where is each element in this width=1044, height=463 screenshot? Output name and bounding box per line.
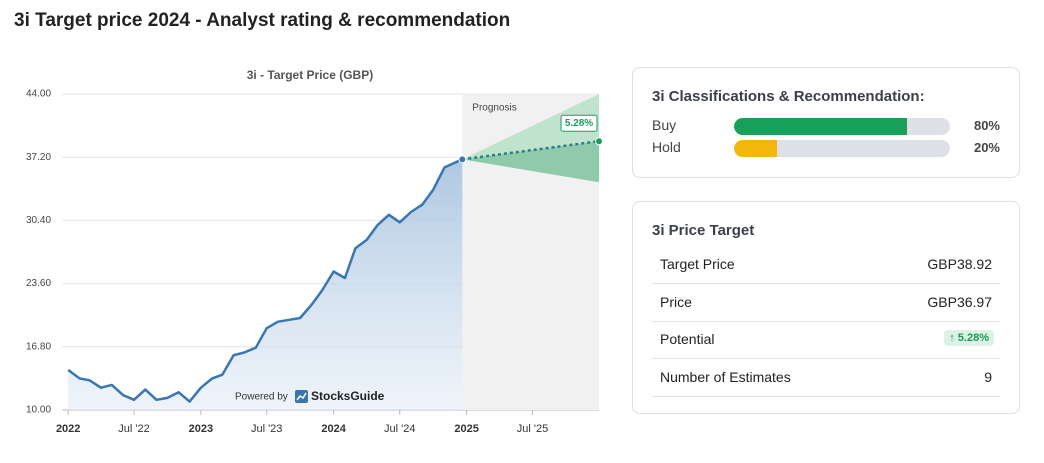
x-tick-label: 2024 <box>321 423 346 435</box>
row-label: Potential <box>660 331 715 347</box>
rating-percent: 20% <box>973 140 1000 155</box>
table-row: Price GBP36.97 <box>652 284 1000 322</box>
rating-bar <box>734 140 778 157</box>
y-tick-label: 16.80 <box>26 341 51 352</box>
x-tick-label: Jul '23 <box>251 423 282 435</box>
rating-label: Hold <box>652 139 681 155</box>
price-target-panel: 3i Price Target Target Price GBP38.92 Pric… <box>632 201 1020 414</box>
rating-track <box>734 118 950 135</box>
x-tick-label: Jul '24 <box>384 423 415 435</box>
x-tick-label: Jul '22 <box>118 423 149 435</box>
x-tick-label: Jul '25 <box>517 423 548 435</box>
y-tick-label: 37.20 <box>26 152 51 163</box>
row-value: GBP38.92 <box>927 256 992 272</box>
up-arrow: ↑ <box>949 332 958 344</box>
page-title: 3i Target price 2024 - Analyst rating & … <box>14 10 511 31</box>
chart-title: 3i - Target Price (GBP) <box>247 68 373 82</box>
credit-brand: StocksGuide <box>311 389 385 403</box>
area <box>68 159 463 410</box>
chart: 3i - Target Price (GBP) 10.00 16.80 23.60 3… <box>26 68 603 435</box>
row-label: Number of Estimates <box>660 368 791 385</box>
y-tick-label: 10.00 <box>26 405 51 416</box>
panel-title: 3i Classifications & Recommendation: <box>652 88 925 105</box>
brand-icon-line <box>296 392 307 401</box>
change-badge <box>560 114 598 132</box>
change-label: 5.28% <box>565 118 593 129</box>
x-tick-label: 2022 <box>56 423 80 435</box>
prognosis-label: Prognosis <box>472 103 516 114</box>
potential-badge: ↑ 5.28% <box>944 330 994 346</box>
rating-track <box>734 140 950 157</box>
row-label: Price <box>660 293 692 310</box>
x-tick-label: 2023 <box>189 423 213 435</box>
row-value: 5.28% <box>957 332 989 344</box>
y-tick-label: 30.40 <box>26 215 51 226</box>
plot: 10.00 16.80 23.60 30.40 37.20 44.00 Prognosis 2… <box>26 89 603 435</box>
rating-bar <box>734 118 907 135</box>
row-value: 9 <box>984 368 992 385</box>
y-tick-label: 23.60 <box>26 278 51 289</box>
x-tick-label: 2025 <box>454 423 478 435</box>
target-line <box>462 139 600 161</box>
target-point <box>595 137 603 146</box>
y-tick-label: 44.00 <box>26 89 51 100</box>
last-point <box>458 155 467 164</box>
forecast-upper <box>462 94 599 160</box>
row-label: Target Price <box>660 256 735 272</box>
rating-label: Buy <box>652 117 677 133</box>
classification-panel: 3i Classifications & Recommendation: Buy… <box>632 67 1020 178</box>
table-row: Potential ↑ 5.28% <box>652 321 1000 359</box>
forecast-lower <box>462 141 599 183</box>
credit-prefix: Powered by <box>235 392 288 403</box>
rating-percent: 80% <box>973 118 1000 133</box>
table-row: Number of Estimates 9 <box>652 359 1000 397</box>
row-value: GBP36.97 <box>927 293 992 310</box>
panel-title: 3i Price Target <box>652 222 755 239</box>
table-row: Target Price GBP38.92 <box>652 246 1000 284</box>
price-line <box>67 158 463 403</box>
